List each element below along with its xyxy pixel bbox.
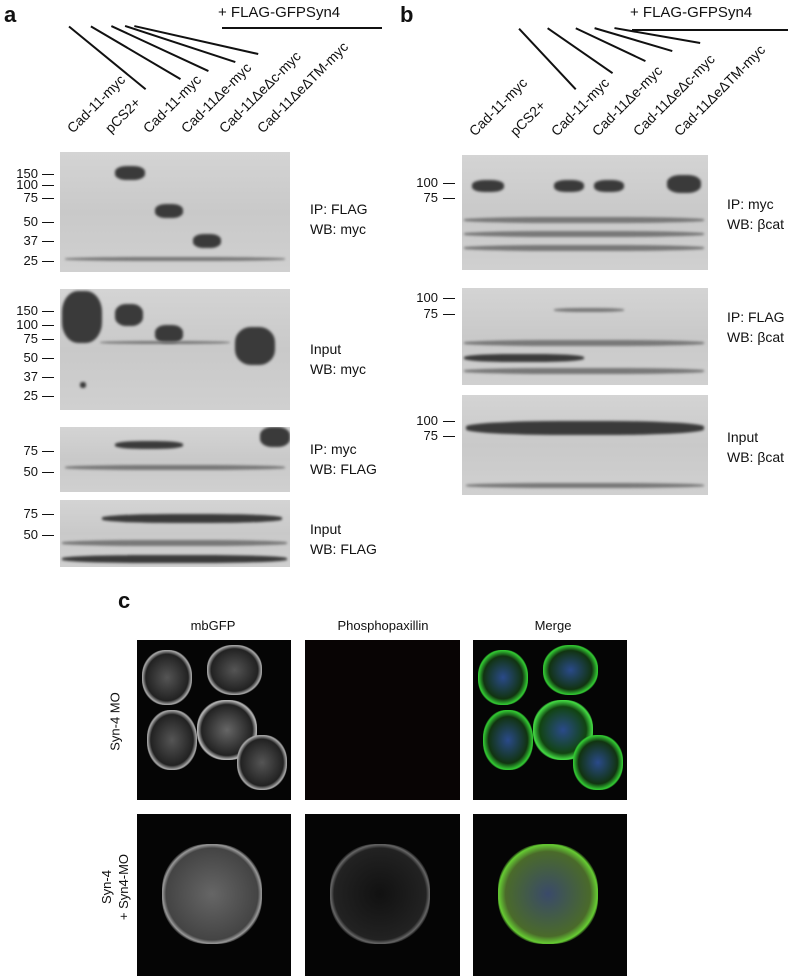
image-phosphopaxillin-rescue	[305, 814, 460, 976]
image-phosphopaxillin-syn4mo	[305, 640, 460, 800]
blot-condition-line: WB: myc	[310, 361, 366, 377]
marker-tick	[42, 311, 54, 312]
marker-label: 150	[16, 166, 38, 181]
marker-label: 75	[423, 190, 438, 205]
panel-b-label: b	[400, 2, 414, 27]
blot-a1	[60, 152, 290, 272]
marker-tick	[42, 325, 54, 326]
panel-a-treatment: + FLAG-GFPSyn4	[218, 4, 341, 21]
marker-tick	[42, 241, 54, 242]
treatment-bracket-b	[632, 29, 788, 31]
marker-label: 150	[16, 303, 38, 318]
marker-tick	[443, 314, 455, 315]
blot-condition-line: WB: βcat	[727, 449, 785, 465]
blot-condition-line: IP: FLAG	[310, 201, 368, 217]
lane-bracket-line-b	[518, 27, 577, 90]
blot-condition-line: WB: FLAG	[310, 541, 377, 557]
marker-label: 75	[23, 331, 38, 346]
marker-label: 37	[23, 233, 38, 248]
marker-tick	[42, 174, 54, 175]
marker-label: 50	[23, 214, 38, 229]
blot-a3	[60, 427, 290, 492]
marker-tick	[42, 222, 54, 223]
marker-tick	[443, 421, 455, 422]
blot-condition-line: WB: FLAG	[310, 461, 377, 477]
marker-tick	[443, 436, 455, 437]
marker-label: 75	[23, 190, 38, 205]
marker-label: 50	[23, 464, 38, 479]
marker-label: 75	[423, 428, 438, 443]
image-mbgfp-syn4mo	[137, 640, 291, 800]
marker-label: 50	[23, 350, 38, 365]
image-merge-syn4mo	[473, 640, 627, 800]
marker-tick	[42, 339, 54, 340]
panel-b-treatment: + FLAG-GFPSyn4	[630, 4, 753, 21]
lane-bracket-line-b	[547, 27, 613, 74]
panel-c-label: c	[118, 588, 131, 613]
marker-tick	[443, 198, 455, 199]
blot-a4	[60, 500, 290, 567]
marker-tick	[443, 298, 455, 299]
marker-tick	[42, 514, 54, 515]
blot-condition-line: Input	[727, 429, 759, 445]
marker-tick	[42, 396, 54, 397]
marker-label: 75	[23, 443, 38, 458]
row-label-syn4-mo: Syn-4 MO	[107, 677, 124, 767]
marker-tick	[42, 261, 54, 262]
marker-tick	[42, 535, 54, 536]
marker-tick	[42, 451, 54, 452]
marker-label: 25	[23, 388, 38, 403]
marker-tick	[42, 358, 54, 359]
blot-condition-line: WB: βcat	[727, 216, 785, 232]
marker-tick	[443, 183, 455, 184]
marker-label: 50	[23, 527, 38, 542]
marker-label: 25	[23, 253, 38, 268]
column-header-mbgfp: mbGFP	[190, 618, 236, 633]
marker-tick	[42, 377, 54, 378]
blot-a2	[60, 289, 290, 410]
image-mbgfp-rescue	[137, 814, 291, 976]
panel-a-label: a	[4, 2, 17, 27]
blot-b2	[462, 288, 708, 385]
marker-label: 100	[416, 290, 438, 305]
marker-label: 37	[23, 369, 38, 384]
marker-tick	[42, 472, 54, 473]
row-label-syn4-rescue: Syn-4 + Syn4-MO	[98, 842, 132, 932]
treatment-bracket	[222, 27, 382, 29]
blot-condition-line: IP: FLAG	[727, 309, 785, 325]
marker-tick	[42, 198, 54, 199]
blot-b1	[462, 155, 708, 270]
column-header-phosphopaxillin: Phosphopaxillin	[337, 618, 429, 633]
blot-condition-line: WB: βcat	[727, 329, 785, 345]
image-merge-rescue	[473, 814, 627, 976]
marker-label: 100	[416, 413, 438, 428]
marker-label: 100	[16, 317, 38, 332]
row-label-line: Syn-4	[99, 870, 114, 904]
blot-condition-line: Input	[310, 341, 342, 357]
column-header-merge: Merge	[534, 618, 572, 633]
row-label-line: + Syn4-MO	[116, 853, 131, 921]
marker-label: 75	[423, 306, 438, 321]
marker-tick	[42, 185, 54, 186]
row-label-line: Syn-4 MO	[107, 692, 123, 751]
blot-condition-line: IP: myc	[310, 441, 357, 457]
marker-label: 75	[23, 506, 38, 521]
lane-label-b-2: pCS2+	[506, 97, 549, 139]
blot-b3	[462, 395, 708, 495]
blot-condition-line: IP: myc	[727, 196, 774, 212]
blot-condition-line: WB: myc	[310, 221, 366, 237]
marker-label: 100	[16, 177, 38, 192]
marker-label: 100	[416, 175, 438, 190]
blot-condition-line: Input	[310, 521, 342, 537]
